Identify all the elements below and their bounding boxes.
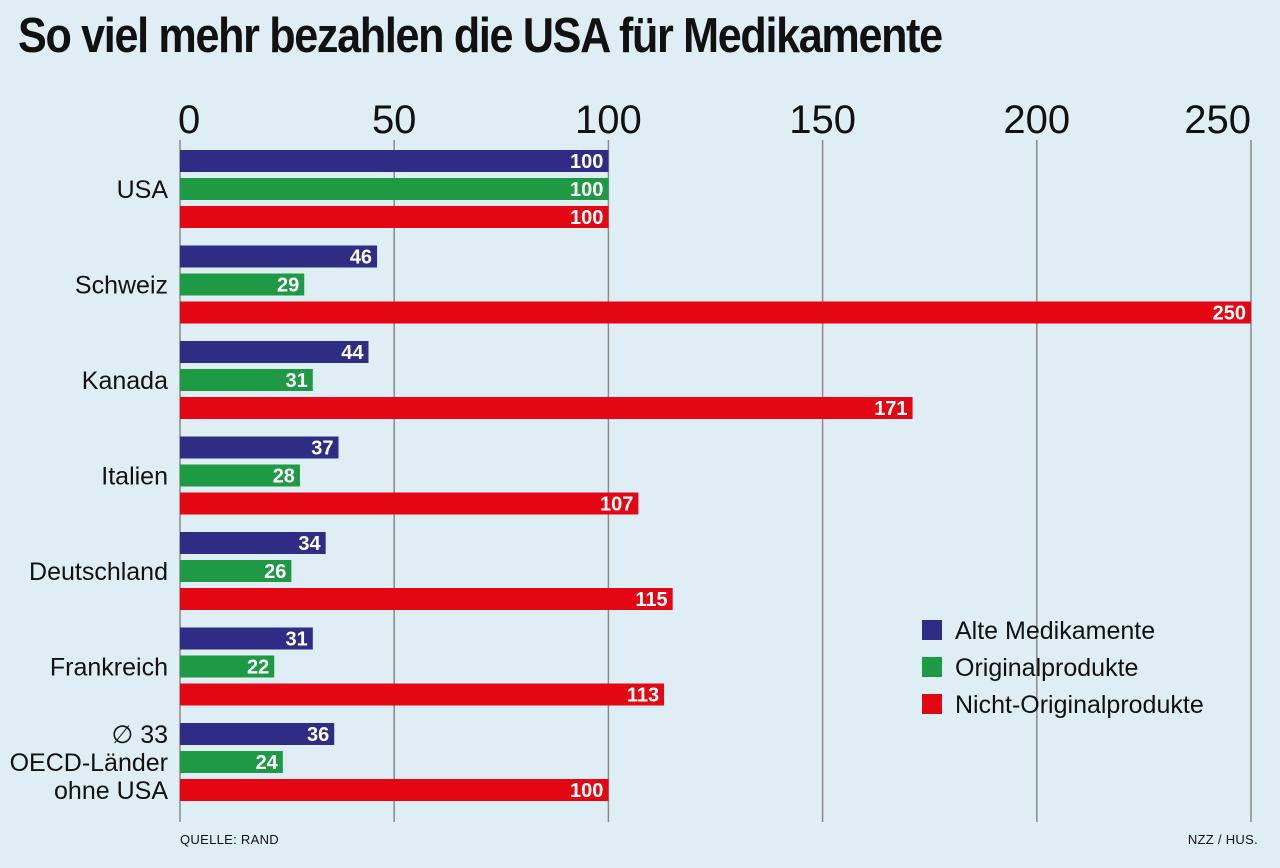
legend: Alte Medikamente Originalprodukte Nicht-Or… xyxy=(922,617,1204,719)
bar-value-label: 34 xyxy=(298,533,321,555)
bar xyxy=(180,397,913,419)
category-label: ohne USA xyxy=(54,777,168,805)
x-tick-label: 150 xyxy=(789,98,856,142)
category-label: Italien xyxy=(101,463,168,491)
bar xyxy=(180,464,300,487)
x-tick-label: 0 xyxy=(178,98,200,142)
credit-note: NZZ / HUS. xyxy=(1187,832,1258,847)
bar-value-label: 46 xyxy=(350,247,372,269)
bar-value-label: 31 xyxy=(286,629,308,651)
bar xyxy=(180,341,369,363)
category-label: Deutschland xyxy=(29,558,168,586)
bar xyxy=(180,627,313,650)
bar-value-label: 115 xyxy=(635,589,667,611)
legend-swatch xyxy=(922,657,942,677)
bar-value-label: 26 xyxy=(264,561,286,583)
category-label: USA xyxy=(117,176,169,204)
chart-title: So viel mehr bezahlen die USA für Medika… xyxy=(18,9,943,63)
bar xyxy=(180,560,292,582)
bar xyxy=(180,178,609,200)
legend-swatch xyxy=(922,620,942,640)
category-label: OECD-Länder xyxy=(10,749,168,777)
legend-label: Nicht-Originalprodukte xyxy=(955,691,1204,719)
bar xyxy=(180,492,639,515)
bar-value-label: 36 xyxy=(307,724,329,746)
bar-value-label: 29 xyxy=(277,275,299,297)
bar-value-label: 100 xyxy=(570,780,603,802)
bar-value-label: 250 xyxy=(1213,303,1246,325)
bar-value-label: 44 xyxy=(341,342,364,364)
bar xyxy=(180,532,326,554)
bar xyxy=(180,751,283,773)
bar xyxy=(180,436,339,459)
bar-value-label: 28 xyxy=(273,466,295,488)
bar xyxy=(180,369,313,391)
bar xyxy=(180,206,609,228)
bar xyxy=(180,779,609,801)
bar xyxy=(180,245,378,268)
bar xyxy=(180,683,665,706)
gridlines xyxy=(179,140,1252,822)
bar xyxy=(180,150,609,172)
x-tick-label: 100 xyxy=(575,98,642,142)
bar xyxy=(180,301,1251,324)
legend-label: Originalprodukte xyxy=(955,654,1138,682)
bar xyxy=(180,588,673,610)
bar-value-label: 171 xyxy=(874,398,907,420)
x-tick-label: 50 xyxy=(372,98,417,142)
bar-value-label: 113 xyxy=(627,685,659,707)
x-tick-label: 250 xyxy=(1184,98,1251,142)
bar-value-label: 100 xyxy=(570,207,603,229)
x-tick-label: 200 xyxy=(1003,98,1070,142)
legend-label: Alte Medikamente xyxy=(955,617,1155,645)
bar-value-label: 100 xyxy=(570,179,603,201)
bar xyxy=(180,723,335,745)
category-label: Kanada xyxy=(82,367,168,395)
labels: 0 50 100 150 200 250 100 100 100 USA 46 29 250 Schwei… xyxy=(10,98,1251,805)
bar xyxy=(180,273,305,296)
bar-value-label: 31 xyxy=(286,370,308,392)
category-label: ∅ 33 xyxy=(111,721,168,749)
legend-swatch xyxy=(922,694,942,714)
bar-value-label: 100 xyxy=(570,151,603,173)
category-label: Frankreich xyxy=(50,654,168,682)
bar-value-label: 107 xyxy=(600,494,633,516)
source-note: QUELLE: RAND xyxy=(180,832,279,847)
bars xyxy=(180,150,1251,801)
bar xyxy=(180,655,275,678)
bar-value-label: 24 xyxy=(256,752,279,774)
bar-value-label: 37 xyxy=(311,438,333,460)
bar-value-label: 22 xyxy=(247,657,269,679)
category-label: Schweiz xyxy=(75,272,168,300)
